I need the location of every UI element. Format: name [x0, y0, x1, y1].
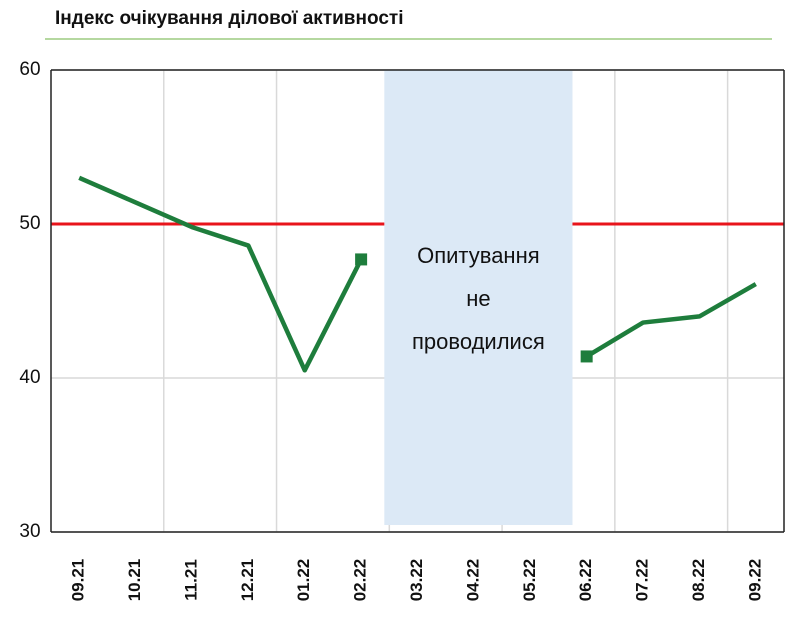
- x-tick-label: 04.22: [463, 559, 482, 602]
- x-tick-label: 01.22: [294, 559, 313, 602]
- x-tick-label: 08.22: [689, 559, 708, 602]
- line: [78, 175, 364, 373]
- x-tick-label: 09.22: [745, 559, 764, 602]
- x-tick-label: 12.21: [238, 559, 257, 602]
- annotation: Опитування: [417, 243, 540, 268]
- y-tick-label: 60: [19, 59, 40, 80]
- chart-title: Індекс очікування ділової активності: [55, 8, 403, 29]
- x-tick-label: 07.22: [633, 559, 652, 602]
- x-tick-label: 05.22: [520, 559, 539, 602]
- x-tick-label: 03.22: [407, 559, 426, 602]
- annotation: проводилися: [412, 329, 545, 354]
- line: [585, 282, 757, 359]
- annotation: не: [466, 286, 490, 311]
- y-tick-label: 30: [19, 521, 40, 542]
- y-tick-label: 50: [19, 213, 40, 234]
- y-tick-label: 40: [19, 367, 40, 388]
- marker: [355, 253, 368, 266]
- x-tick-label: 06.22: [576, 559, 595, 602]
- x-tick-label: 09.21: [69, 559, 88, 602]
- x-tick-label: 02.22: [351, 559, 370, 602]
- no-survey-area: [384, 70, 573, 525]
- x-tick-label: 10.21: [125, 559, 144, 602]
- x-tick-label: 11.21: [181, 559, 200, 601]
